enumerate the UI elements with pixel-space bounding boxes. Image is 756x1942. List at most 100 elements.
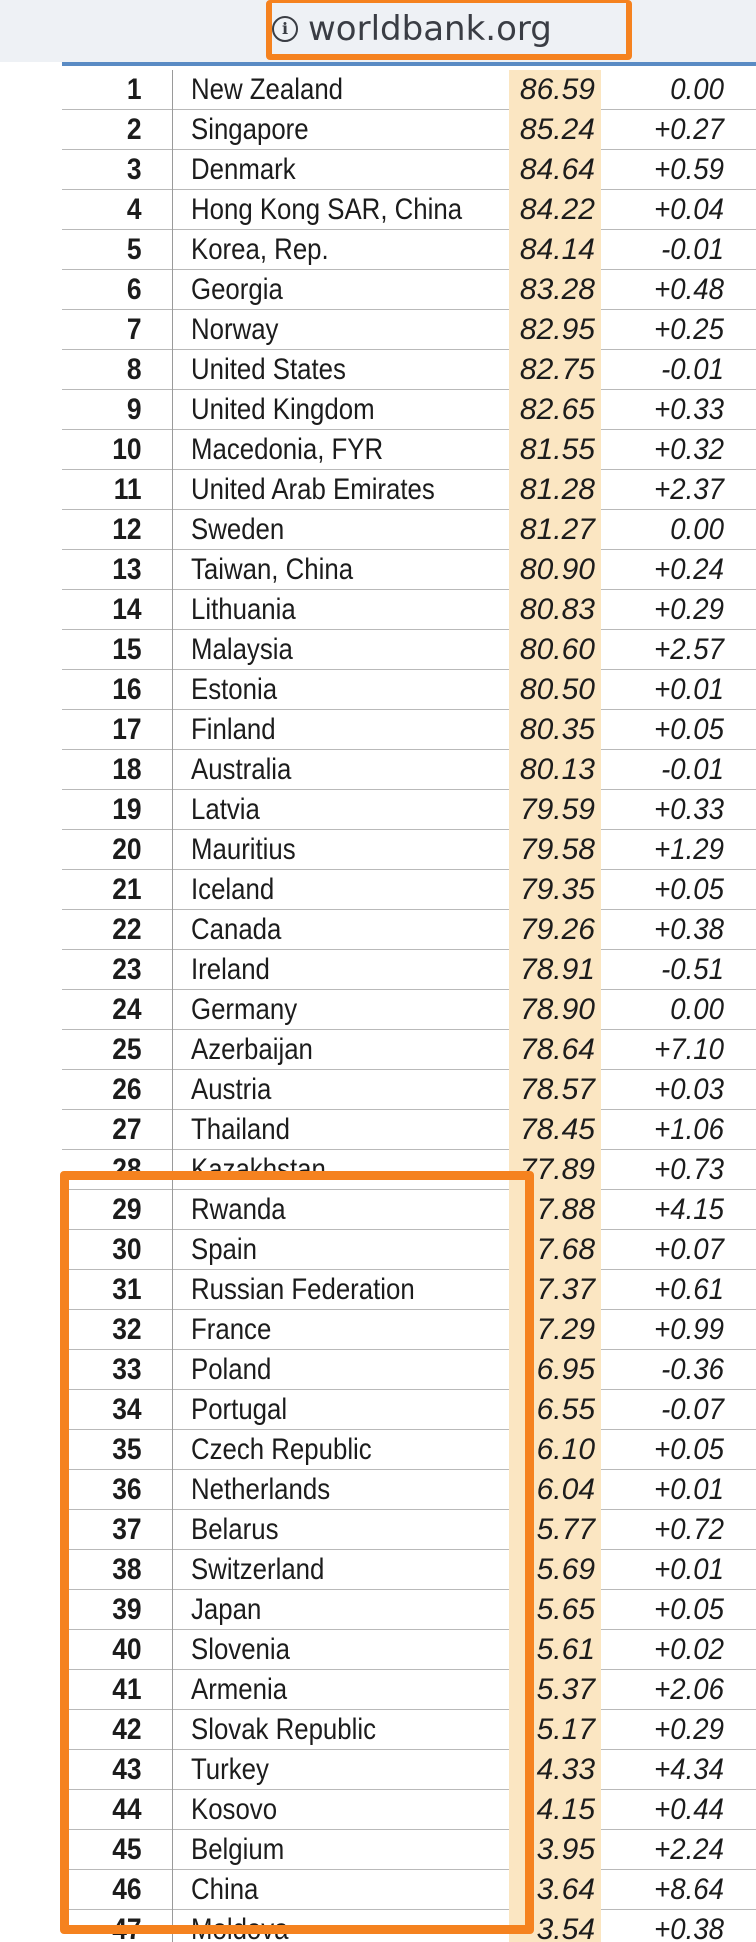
rank-cell: 14 bbox=[112, 593, 142, 626]
table-row: 37 Belarus 5.77 +0.72 bbox=[62, 1510, 756, 1550]
rank-cell: 30 bbox=[112, 1233, 142, 1266]
economy-cell: Russian Federation bbox=[191, 1273, 415, 1306]
table-row: 10 Macedonia, FYR 81.55 +0.32 bbox=[62, 430, 756, 470]
column-divider bbox=[172, 150, 173, 190]
table-row: 9 United Kingdom 82.65 +0.33 bbox=[62, 390, 756, 430]
table-row: 33 Poland 6.95 -0.36 bbox=[62, 1350, 756, 1390]
score-cell: 79.26 bbox=[509, 910, 601, 950]
change-cell: +0.29 bbox=[654, 1713, 724, 1746]
change-cell: +0.38 bbox=[654, 1913, 724, 1942]
rank-cell: 5 bbox=[126, 233, 142, 266]
change-cell: +0.24 bbox=[654, 553, 724, 586]
economy-cell: Estonia bbox=[191, 673, 278, 706]
column-divider bbox=[172, 1550, 173, 1590]
table-row: 27 Thailand 78.45 +1.06 bbox=[62, 1110, 756, 1150]
table-row: 3 Denmark 84.64 +0.59 bbox=[62, 150, 756, 190]
economy-cell: Rwanda bbox=[191, 1193, 286, 1226]
rank-cell: 24 bbox=[112, 993, 142, 1026]
economy-cell: United Arab Emirates bbox=[191, 473, 435, 506]
economy-cell: France bbox=[191, 1313, 272, 1346]
economy-cell: Poland bbox=[191, 1353, 272, 1386]
column-divider bbox=[172, 1510, 173, 1550]
rank-cell: 7 bbox=[126, 313, 142, 346]
table-row: 17 Finland 80.35 +0.05 bbox=[62, 710, 756, 750]
change-cell: -0.01 bbox=[661, 233, 724, 266]
url-display[interactable]: i worldbank.org bbox=[272, 0, 552, 58]
change-cell: +2.06 bbox=[654, 1673, 724, 1706]
score-cell: 5.61 bbox=[509, 1630, 601, 1670]
score-cell: 82.65 bbox=[509, 390, 601, 430]
column-divider bbox=[172, 1830, 173, 1870]
table-row: 15 Malaysia 80.60 +2.57 bbox=[62, 630, 756, 670]
economy-cell: Ireland bbox=[191, 953, 270, 986]
economy-cell: Canada bbox=[191, 913, 282, 946]
info-icon[interactable]: i bbox=[272, 16, 298, 42]
economy-cell: Austria bbox=[191, 1073, 272, 1106]
score-cell: 4.15 bbox=[509, 1790, 601, 1830]
table-row: 19 Latvia 79.59 +0.33 bbox=[62, 790, 756, 830]
column-divider bbox=[172, 1870, 173, 1910]
column-divider bbox=[172, 270, 173, 310]
score-cell: 7.29 bbox=[509, 1310, 601, 1350]
rank-cell: 6 bbox=[126, 273, 142, 306]
score-cell: 5.77 bbox=[509, 1510, 601, 1550]
economy-cell: New Zealand bbox=[191, 73, 344, 106]
rank-cell: 44 bbox=[112, 1793, 142, 1826]
score-cell: 7.68 bbox=[509, 1230, 601, 1270]
column-divider bbox=[172, 630, 173, 670]
column-divider bbox=[172, 1710, 173, 1750]
score-cell: 6.10 bbox=[509, 1430, 601, 1470]
column-divider bbox=[172, 1270, 173, 1310]
economy-cell: Belarus bbox=[191, 1513, 279, 1546]
economy-cell: Portugal bbox=[191, 1393, 288, 1426]
rank-cell: 26 bbox=[112, 1073, 142, 1106]
change-cell: +0.05 bbox=[654, 873, 724, 906]
rank-cell: 20 bbox=[112, 833, 142, 866]
change-cell: +2.57 bbox=[654, 633, 724, 666]
score-cell: 80.60 bbox=[509, 630, 601, 670]
table-row: 25 Azerbaijan 78.64 +7.10 bbox=[62, 1030, 756, 1070]
rank-cell: 41 bbox=[112, 1673, 142, 1706]
column-divider bbox=[172, 1350, 173, 1390]
economy-cell: Malaysia bbox=[191, 633, 293, 666]
column-divider bbox=[172, 230, 173, 270]
column-divider bbox=[172, 1230, 173, 1270]
table-row: 41 Armenia 5.37 +2.06 bbox=[62, 1670, 756, 1710]
table-row: 32 France 7.29 +0.99 bbox=[62, 1310, 756, 1350]
change-cell: +1.29 bbox=[654, 833, 724, 866]
change-cell: -0.36 bbox=[661, 1353, 724, 1386]
column-divider bbox=[172, 430, 173, 470]
score-cell: 78.45 bbox=[509, 1110, 601, 1150]
rank-cell: 42 bbox=[112, 1713, 142, 1746]
economy-cell: United Kingdom bbox=[191, 393, 375, 426]
table-row: 29 Rwanda 7.88 +4.15 bbox=[62, 1190, 756, 1230]
economy-cell: United States bbox=[191, 353, 346, 386]
change-cell: +0.48 bbox=[654, 273, 724, 306]
economy-cell: Kazakhstan bbox=[191, 1153, 326, 1186]
column-divider bbox=[172, 110, 173, 150]
score-cell: 79.35 bbox=[509, 870, 601, 910]
score-cell: 3.64 bbox=[509, 1870, 601, 1910]
rank-cell: 12 bbox=[112, 513, 142, 546]
table-row: 36 Netherlands 6.04 +0.01 bbox=[62, 1470, 756, 1510]
rank-cell: 34 bbox=[112, 1393, 142, 1426]
table-row: 44 Kosovo 4.15 +0.44 bbox=[62, 1790, 756, 1830]
rank-cell: 1 bbox=[126, 73, 142, 106]
economy-cell: Turkey bbox=[191, 1753, 269, 1786]
table-row: 1 New Zealand 86.59 0.00 bbox=[62, 70, 756, 110]
economy-cell: Belgium bbox=[191, 1833, 285, 1866]
column-divider bbox=[172, 750, 173, 790]
table-row: 47 Moldova 3.54 +0.38 bbox=[62, 1910, 756, 1942]
rank-cell: 29 bbox=[112, 1193, 142, 1226]
score-cell: 81.55 bbox=[509, 430, 601, 470]
rank-cell: 46 bbox=[112, 1873, 142, 1906]
score-cell: 80.90 bbox=[509, 550, 601, 590]
score-cell: 86.59 bbox=[509, 70, 601, 110]
economy-cell: Germany bbox=[191, 993, 298, 1026]
rank-cell: 16 bbox=[112, 673, 142, 706]
table-row: 2 Singapore 85.24 +0.27 bbox=[62, 110, 756, 150]
score-cell: 78.57 bbox=[509, 1070, 601, 1110]
rank-cell: 39 bbox=[112, 1593, 142, 1626]
rank-cell: 15 bbox=[112, 633, 142, 666]
score-cell: 6.95 bbox=[509, 1350, 601, 1390]
